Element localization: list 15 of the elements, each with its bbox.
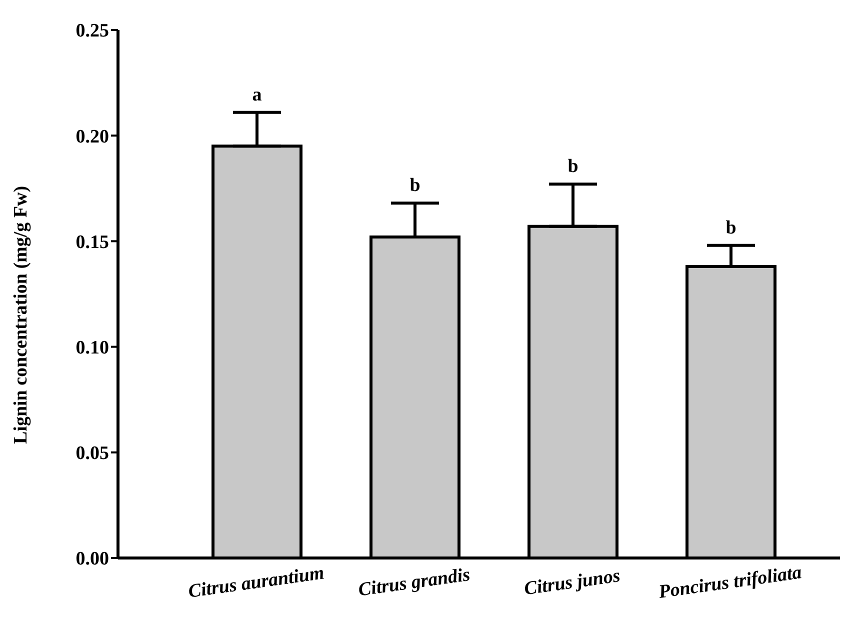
- y-tick-label: 0.25: [76, 20, 109, 42]
- annotation: b: [410, 175, 420, 196]
- y-tick-label: 0.00: [76, 548, 109, 570]
- x-tick-label: Citrus junos: [522, 565, 622, 600]
- y-tick-label: 0.05: [76, 443, 109, 464]
- annotation: b: [568, 156, 578, 178]
- annotation: b: [726, 217, 736, 238]
- annotation: a: [252, 84, 262, 106]
- x-tick-label: Poncirus trifoliata: [656, 562, 804, 604]
- y-axis-title: Lignin concentration (mg/g Fw): [10, 186, 32, 444]
- x-tick-label: Citrus aurantium: [187, 562, 326, 602]
- y-tick-label: 0.10: [76, 338, 109, 359]
- y-tick-label: 0.15: [76, 232, 109, 253]
- x-tick-label: Citrus grandis: [357, 564, 472, 601]
- y-tick-label: 0.20: [76, 126, 109, 148]
